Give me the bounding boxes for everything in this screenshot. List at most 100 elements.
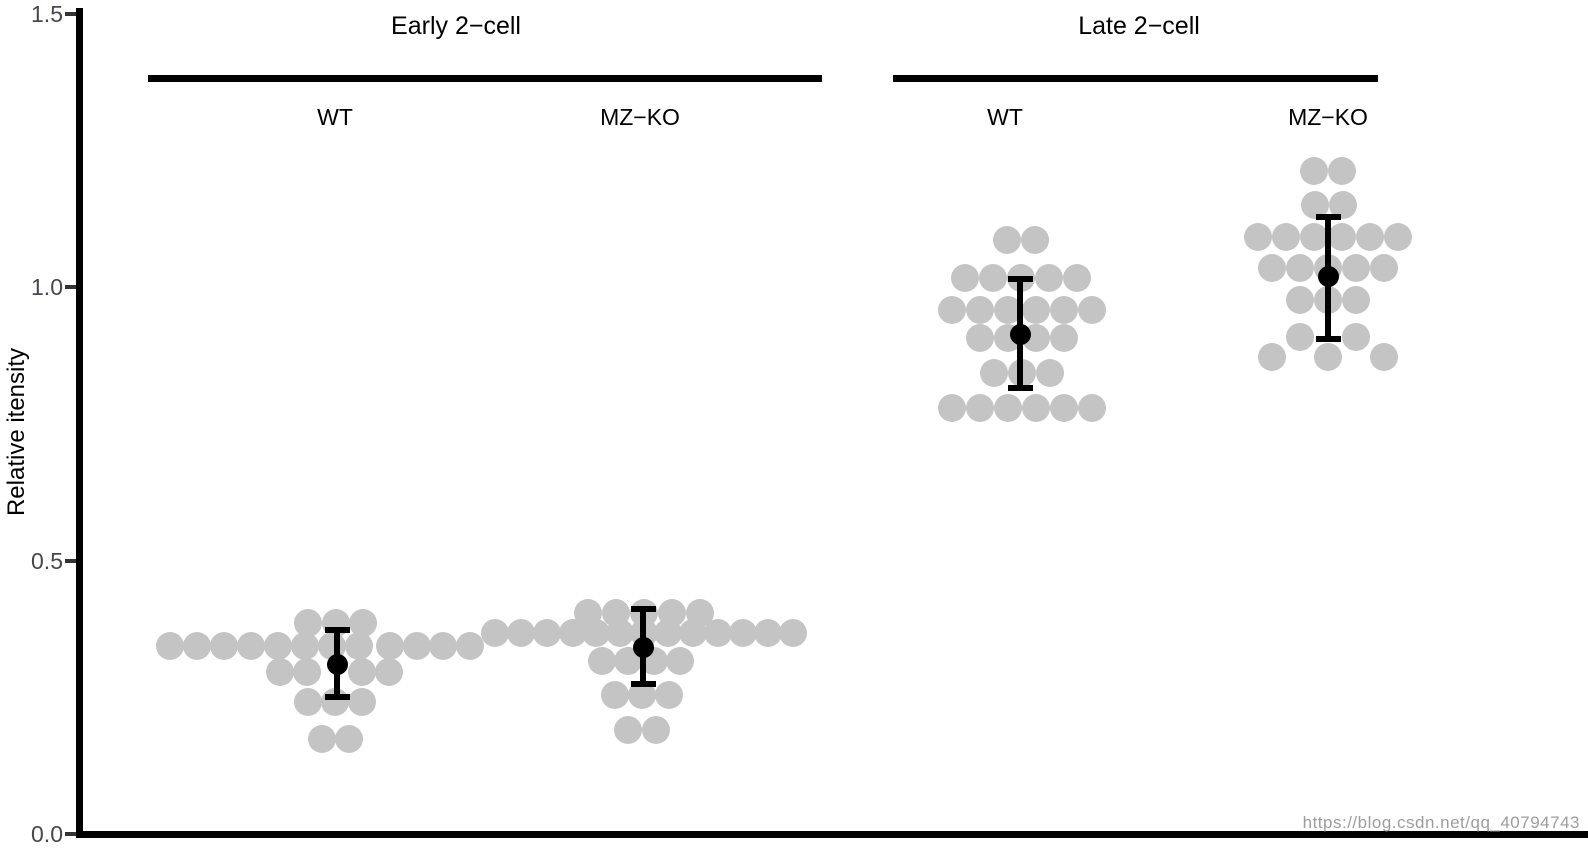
data-point-dot: [666, 647, 694, 676]
data-point-dot: [614, 715, 642, 744]
data-point-dot: [1022, 393, 1050, 422]
errorbar-top-cap: [630, 606, 656, 613]
data-point-dot: [729, 619, 757, 648]
data-point-dot: [582, 619, 610, 648]
data-point-dot: [1063, 264, 1091, 292]
panel-header-line: [893, 75, 1378, 82]
data-point-dot: [1286, 323, 1314, 352]
data-point-dot: [429, 632, 457, 661]
errorbar-top-cap: [1007, 276, 1033, 283]
data-point-dot: [348, 687, 376, 716]
data-point-dot: [1300, 157, 1328, 186]
data-point-dot: [994, 393, 1022, 422]
group-label: MZ−KO: [1288, 104, 1368, 130]
data-point-dot: [966, 296, 994, 325]
errorbar-top-cap: [1315, 213, 1341, 220]
y-tick-mark: [65, 558, 76, 563]
data-point-dot: [507, 619, 535, 648]
data-point-dot: [1356, 223, 1384, 251]
data-point-dot: [1258, 343, 1286, 372]
group-label: WT: [317, 104, 353, 130]
errorbar-bottom-cap: [630, 680, 656, 687]
data-point-dot: [966, 393, 994, 422]
data-point-dot: [237, 632, 265, 661]
y-axis-title: Relative itensity: [3, 347, 30, 517]
panel-title: Early 2−cell: [391, 12, 521, 40]
data-point-dot: [349, 608, 377, 637]
errorbar-bottom-cap: [1315, 336, 1341, 343]
data-point-dot: [264, 632, 292, 661]
data-point-dot: [993, 225, 1021, 254]
data-point-dot: [966, 324, 994, 353]
mean-dot: [326, 654, 348, 676]
data-point-dot: [345, 632, 373, 661]
data-point-dot: [588, 647, 616, 676]
errorbar-top-cap: [324, 626, 350, 633]
y-tick-mark: [65, 285, 76, 290]
x-axis-line: [76, 831, 1588, 838]
data-point-dot: [1384, 223, 1412, 251]
errorbar-bottom-cap: [324, 694, 350, 701]
data-point-dot: [376, 632, 404, 661]
data-point-dot: [1258, 254, 1286, 283]
data-point-dot: [704, 619, 732, 648]
panel-title: Late 2−cell: [1078, 12, 1200, 40]
data-point-dot: [308, 725, 336, 754]
group-label: MZ−KO: [600, 104, 680, 130]
data-point-dot: [1050, 324, 1078, 353]
data-point-dot: [1314, 343, 1342, 372]
data-point-dot: [938, 393, 966, 422]
mean-dot: [1317, 266, 1339, 288]
data-point-dot: [403, 632, 431, 661]
data-point-dot: [1342, 285, 1370, 314]
data-point-dot: [266, 657, 294, 686]
y-tick-label: 0.0: [31, 821, 63, 847]
data-point-dot: [1022, 296, 1050, 325]
data-point-dot: [1328, 157, 1356, 186]
data-point-dot: [1300, 223, 1328, 251]
y-tick-label: 0.5: [31, 547, 63, 574]
data-point-dot: [1342, 323, 1370, 352]
data-point-dot: [1370, 254, 1398, 283]
mean-dot: [1009, 323, 1031, 345]
data-point-dot: [294, 687, 322, 716]
y-tick-label: 1.0: [31, 274, 63, 301]
data-point-dot: [1021, 225, 1049, 254]
data-point-dot: [1244, 223, 1272, 251]
data-point-dot: [980, 359, 1008, 388]
y-tick-mark: [65, 11, 76, 16]
data-point-dot: [979, 264, 1007, 292]
data-point-dot: [642, 715, 670, 744]
y-tick-label: 1.5: [31, 0, 63, 27]
data-point-dot: [291, 632, 319, 661]
data-point-dot: [183, 632, 211, 661]
data-point-dot: [655, 680, 683, 709]
data-point-dot: [294, 608, 322, 637]
data-point-dot: [754, 619, 782, 648]
data-point-dot: [1036, 359, 1064, 388]
data-point-dot: [1342, 254, 1370, 283]
data-point-dot: [938, 296, 966, 325]
data-point-dot: [1050, 296, 1078, 325]
data-point-dot: [533, 619, 561, 648]
mean-dot: [632, 636, 654, 658]
data-point-dot: [951, 264, 979, 292]
data-point-dot: [1050, 393, 1078, 422]
data-point-dot: [156, 632, 184, 661]
data-point-dot: [654, 619, 682, 648]
data-point-dot: [456, 632, 484, 661]
data-point-dot: [335, 725, 363, 754]
data-point-dot: [481, 619, 509, 648]
data-point-dot: [1272, 223, 1300, 251]
panel-header-line: [148, 75, 822, 82]
data-point-dot: [1328, 223, 1356, 251]
data-point-dot: [293, 657, 321, 686]
errorbar-bottom-cap: [1007, 385, 1033, 392]
data-point-dot: [601, 680, 629, 709]
data-point-dot: [1370, 343, 1398, 372]
data-point-dot: [375, 657, 403, 686]
data-point-dot: [210, 632, 238, 661]
data-point-dot: [1078, 296, 1106, 325]
y-axis-line: [76, 8, 83, 838]
y-tick-mark: [65, 832, 76, 836]
